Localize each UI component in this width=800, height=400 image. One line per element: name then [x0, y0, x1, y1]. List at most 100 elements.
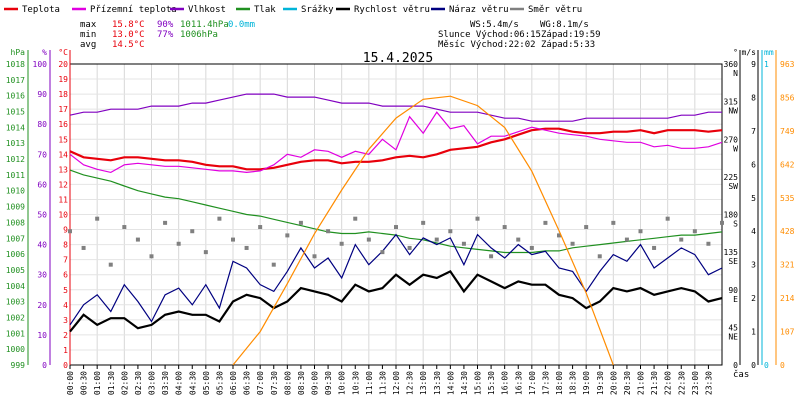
- wind-dir-point: [285, 233, 290, 238]
- wind-dir-point: [326, 229, 331, 234]
- sunset-text: Západ:19:59: [541, 30, 601, 40]
- axis-deg-tick-dir: SE: [728, 257, 738, 266]
- x-tick-label: 21:00: [637, 371, 646, 395]
- axis-deg-unit: °: [733, 48, 738, 57]
- axis-pct-tick: 70: [37, 150, 47, 159]
- axis-pct-tick: 60: [37, 180, 47, 189]
- axis-deg-tick: 180: [724, 211, 739, 220]
- axis-pct-tick: 20: [37, 301, 47, 310]
- wind-dir-point: [624, 237, 629, 242]
- x-tick-label: 10:30: [351, 371, 360, 395]
- axis-mm-tick: 0: [764, 361, 769, 370]
- x-tick-label: 05:30: [215, 371, 224, 395]
- axis-temp-tick: 10: [58, 211, 68, 220]
- wind-sun-info: WS:5.4m/s WG:8.1m/s Slunce Východ:06:15 …: [438, 20, 601, 50]
- wind-dir-point: [679, 237, 684, 242]
- wind-dir-point: [271, 262, 276, 267]
- axis-hpa-tick: 1010: [6, 187, 25, 196]
- wind-dir-point: [394, 225, 398, 230]
- wind-dir-point: [611, 220, 616, 225]
- moonrise-text: Měsíc Východ:22:02: [438, 40, 536, 50]
- x-tick-label: 02:00: [120, 371, 129, 395]
- axis-temp-tick: 14: [58, 150, 68, 159]
- series-p-zemn-teplota: [69, 111, 723, 174]
- axis-wm2-tick: 642: [780, 160, 795, 169]
- legend-label: Přízemní teplota: [90, 5, 177, 15]
- wind-dir-point: [298, 220, 303, 225]
- wind-dir-point: [543, 220, 548, 225]
- x-tick-label: 04:30: [188, 371, 197, 395]
- wind-dir-point: [217, 216, 222, 221]
- axis-hpa-tick: 1011: [6, 171, 25, 180]
- wind-dir-point: [203, 250, 208, 255]
- wind-dir-point: [353, 216, 358, 221]
- x-tick-label: 09:00: [311, 371, 320, 395]
- x-tick-label: 17:00: [528, 371, 537, 395]
- stats-min-temp: 13.0°C: [112, 30, 145, 40]
- wind-dir-point: [339, 241, 344, 246]
- wind-dir-point: [720, 220, 724, 225]
- x-tick-label: 00:30: [80, 371, 89, 395]
- axis-hpa-tick: 1006: [6, 250, 25, 259]
- axis-hpa-tick: 1017: [6, 76, 25, 85]
- axis-wm2-tick: 321: [780, 261, 795, 270]
- axis-temp-tick: 5: [63, 286, 68, 295]
- legend-label: Náraz větru: [449, 5, 509, 15]
- x-tick-label: 21:30: [650, 371, 659, 395]
- wind-dir-point: [122, 225, 127, 230]
- x-tick-label: 19:00: [582, 371, 591, 395]
- x-tick-label: 22:00: [664, 371, 673, 395]
- wind-dir-point: [557, 233, 561, 238]
- x-axis-label: čas: [733, 369, 749, 380]
- x-tick-label: 04:00: [175, 371, 184, 395]
- axis-deg-tick: 270: [724, 135, 739, 144]
- x-tick-label: 13:30: [433, 371, 442, 395]
- axis-temp-tick: 11: [58, 195, 68, 204]
- wind-dir-point: [421, 220, 426, 225]
- x-tick-label: 23:00: [691, 371, 700, 395]
- axis-temp-unit: °C: [58, 48, 68, 57]
- wind-dir-point: [176, 241, 181, 246]
- axis-mm-tick: 1: [764, 60, 769, 69]
- wind-dir-point: [516, 237, 521, 242]
- x-tick-label: 13:00: [419, 371, 428, 395]
- x-tick-label: 11:00: [365, 371, 374, 395]
- x-tick-label: 22:30: [677, 371, 686, 395]
- axis-deg-tick-dir: SW: [728, 182, 738, 191]
- x-tick-label: 12:00: [392, 371, 401, 395]
- x-tick-label: 20:00: [609, 371, 618, 395]
- axis-ms-tick: 2: [751, 294, 756, 303]
- x-tick-label: 10:00: [338, 371, 347, 395]
- wind-dir-point: [706, 241, 711, 246]
- axis-deg-tick: 0: [733, 361, 738, 370]
- wind-dir-point: [81, 245, 86, 250]
- axis-temp-tick: 6: [63, 271, 68, 280]
- wind-dir-point: [461, 241, 466, 246]
- chart-title: 15.4.2025: [363, 51, 433, 66]
- axis-ms-tick: 1: [751, 328, 756, 337]
- axis-deg-tick: 135: [724, 248, 739, 257]
- wind-dir-point: [652, 245, 657, 250]
- axis-temp-tick: 13: [58, 165, 68, 174]
- stats-min-press: 1006hPa: [180, 30, 218, 40]
- x-tick-label: 06:30: [243, 371, 252, 395]
- axis-hpa-tick: 1002: [6, 313, 25, 322]
- wind-dir-point: [380, 250, 385, 255]
- axis-hpa-tick: 1004: [6, 282, 25, 291]
- wind-dir-point: [529, 245, 534, 250]
- axis-ms-tick: 9: [751, 60, 756, 69]
- axis-temp-tick: 4: [63, 301, 68, 310]
- x-tick-label: 00:00: [66, 371, 75, 395]
- x-tick-label: 15:30: [487, 371, 496, 395]
- wind-dir-point: [597, 254, 602, 259]
- axis-temp-tick: 9: [63, 226, 68, 235]
- x-tick-label: 23:30: [704, 371, 713, 395]
- stats-panel: max 15.8°C 90% 1011.4hPa 0.0mm min 13.0°…: [80, 20, 255, 50]
- axis-temp-tick: 18: [58, 90, 68, 99]
- axis-temp-tick: 2: [63, 331, 68, 340]
- wind-dir-point: [366, 237, 371, 242]
- axis-pct-tick: 10: [37, 331, 47, 340]
- axis-deg-tick: 360: [724, 60, 739, 69]
- axis-temp-tick: 3: [63, 316, 68, 325]
- wind-dir-point: [108, 262, 113, 267]
